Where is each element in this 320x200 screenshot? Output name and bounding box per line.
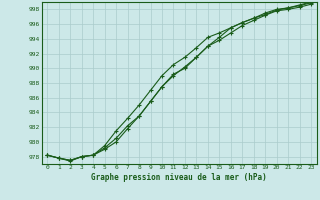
X-axis label: Graphe pression niveau de la mer (hPa): Graphe pression niveau de la mer (hPa) <box>91 173 267 182</box>
